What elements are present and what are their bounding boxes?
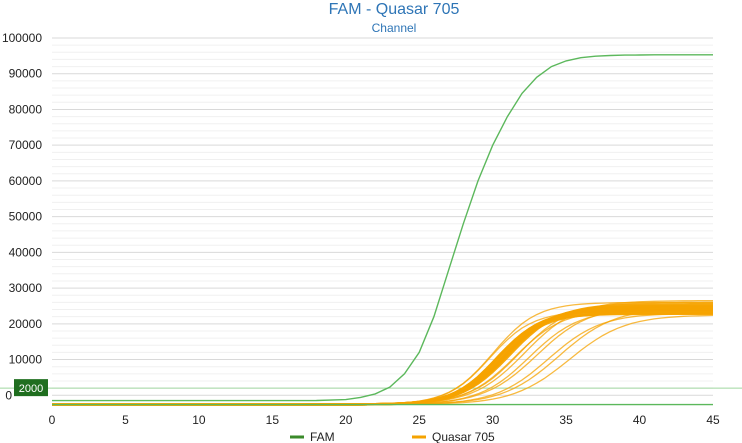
quasar-705-curve [52, 301, 713, 406]
x-tick-label: 35 [559, 413, 573, 427]
threshold-label[interactable]: 2000 [14, 379, 48, 397]
y-tick-label: 50000 [9, 210, 43, 224]
x-tick-label: 30 [486, 413, 500, 427]
x-axis-ticks: 0 5 10 15 20 25 30 35 40 45 [49, 413, 720, 427]
y-tick-label: 80000 [9, 102, 43, 116]
threshold-badge [14, 379, 48, 397]
legend-label: FAM [310, 430, 335, 443]
legend: FAM Quasar 705 [290, 430, 495, 443]
y-tick-label: 20000 [9, 317, 43, 331]
y-tick-label: 10000 [9, 353, 43, 367]
y-tick-label: 60000 [9, 174, 43, 188]
x-tick-label: 25 [413, 413, 427, 427]
chart-title: FAM - Quasar 705 [329, 1, 460, 18]
series-fam [52, 54, 713, 406]
y-tick-label: 90000 [9, 67, 43, 81]
y-tick-label: 70000 [9, 138, 43, 152]
y-tick-label: 30000 [9, 281, 43, 295]
y-tick-label: 100000 [2, 31, 42, 45]
y-tick-label: 0 [5, 388, 12, 402]
x-tick-label: 10 [192, 413, 206, 427]
chart-subtitle: Channel [372, 21, 417, 35]
quasar-705-curve [52, 301, 713, 406]
y-tick-label: 40000 [9, 245, 43, 259]
y-axis-ticks: 0 10000 20000 30000 40000 50000 60000 70000 8000… [2, 31, 42, 402]
x-tick-label: 20 [339, 413, 353, 427]
x-tick-label: 45 [706, 413, 720, 427]
x-tick-label: 15 [266, 413, 280, 427]
grid-lines [52, 37, 713, 396]
x-tick-label: 5 [122, 413, 129, 427]
x-tick-label: 0 [49, 413, 56, 427]
fam-curve [52, 54, 713, 402]
legend-label: Quasar 705 [432, 430, 495, 443]
x-tick-label: 40 [633, 413, 647, 427]
threshold-value: 2000 [19, 383, 43, 395]
